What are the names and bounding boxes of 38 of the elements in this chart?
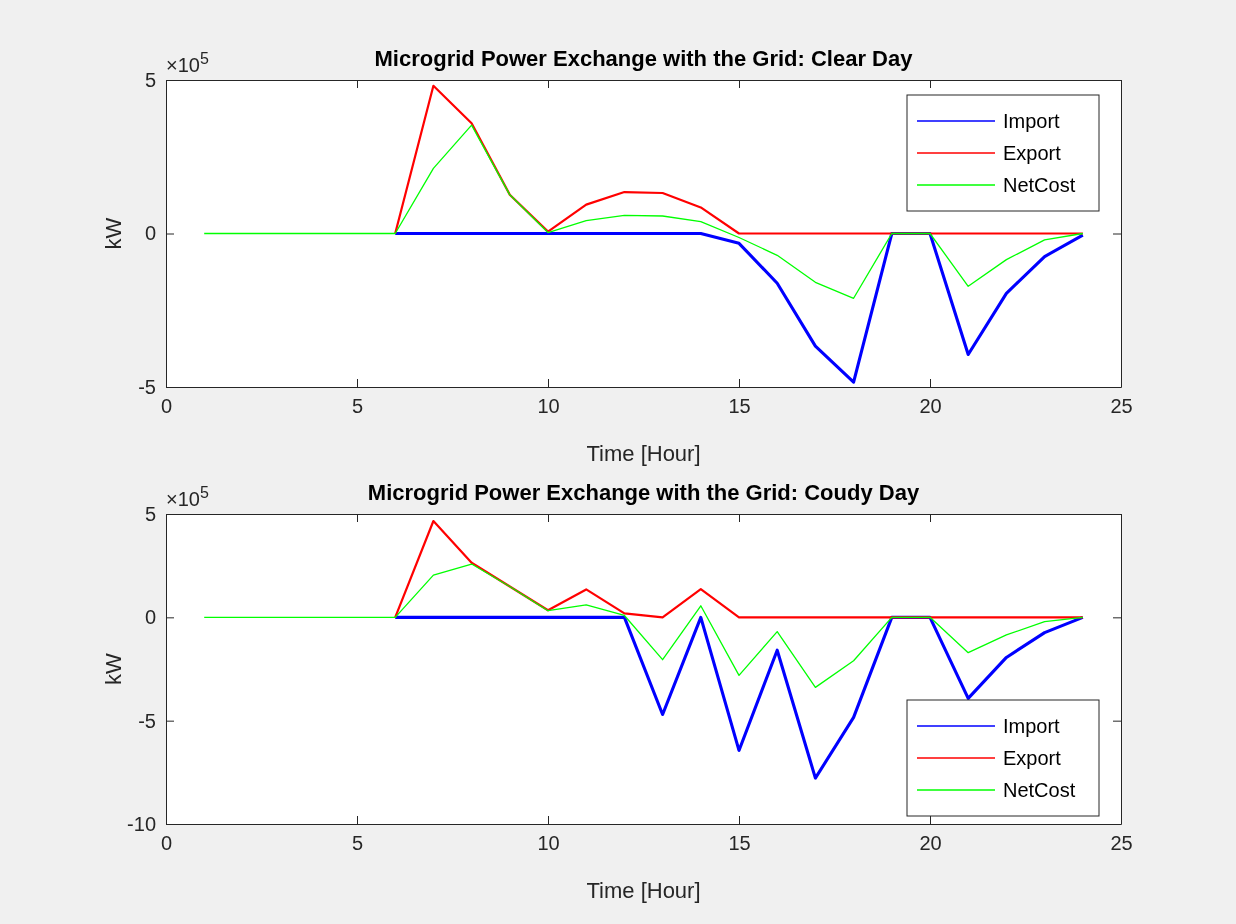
x-tick-label: 10 (537, 395, 560, 418)
y-tick-label: -5 (138, 375, 156, 398)
chart-title: Microgrid Power Exchange with the Grid: Coudy Day (367, 480, 920, 505)
line-series (393, 615, 1085, 780)
legend-label: Export (1003, 747, 1062, 769)
line-series (203, 563, 1084, 689)
x-tick-label: 15 (728, 832, 751, 855)
x-axis-title: Time [Hour] (586, 441, 701, 466)
x-tick-label: 0 (160, 832, 173, 855)
line-series (394, 84, 1084, 235)
line-series (394, 519, 1084, 619)
legend-label: Import (1003, 715, 1061, 737)
y-axis-title: kW (101, 217, 126, 250)
x-tick-label: 25 (1110, 395, 1133, 418)
x-tick-label: 20 (919, 395, 942, 418)
y-tick-label: 5 (144, 502, 156, 525)
text: ×10$^{5}$ (166, 483, 209, 510)
line-series (393, 231, 1085, 384)
x-tick-label: 5 (351, 395, 364, 418)
x-tick-label: 5 (351, 832, 364, 855)
y-tick-label: 0 (144, 222, 156, 245)
text: ×10$^{5}$ (166, 49, 209, 76)
legend-label: NetCost (1003, 779, 1076, 801)
x-axis-title: Time [Hour] (586, 878, 701, 903)
y-tick-label: 0 (144, 606, 156, 629)
legend-label: NetCost (1003, 174, 1076, 196)
legend-label: Import (1003, 110, 1061, 132)
y-tick-label: 5 (144, 68, 156, 91)
x-tick-label: 0 (160, 395, 173, 418)
x-tick-label: 25 (1110, 832, 1133, 855)
legend-label: Export (1003, 142, 1062, 164)
x-tick-label: 20 (919, 832, 942, 855)
y-tick-label: -5 (138, 709, 156, 732)
y-axis-title: kW (101, 652, 126, 685)
x-tick-label: 15 (728, 395, 751, 418)
chart-title: Microgrid Power Exchange with the Grid: Clear Day (374, 46, 914, 71)
x-tick-label: 10 (537, 832, 560, 855)
y-tick-label: -10 (127, 812, 156, 835)
